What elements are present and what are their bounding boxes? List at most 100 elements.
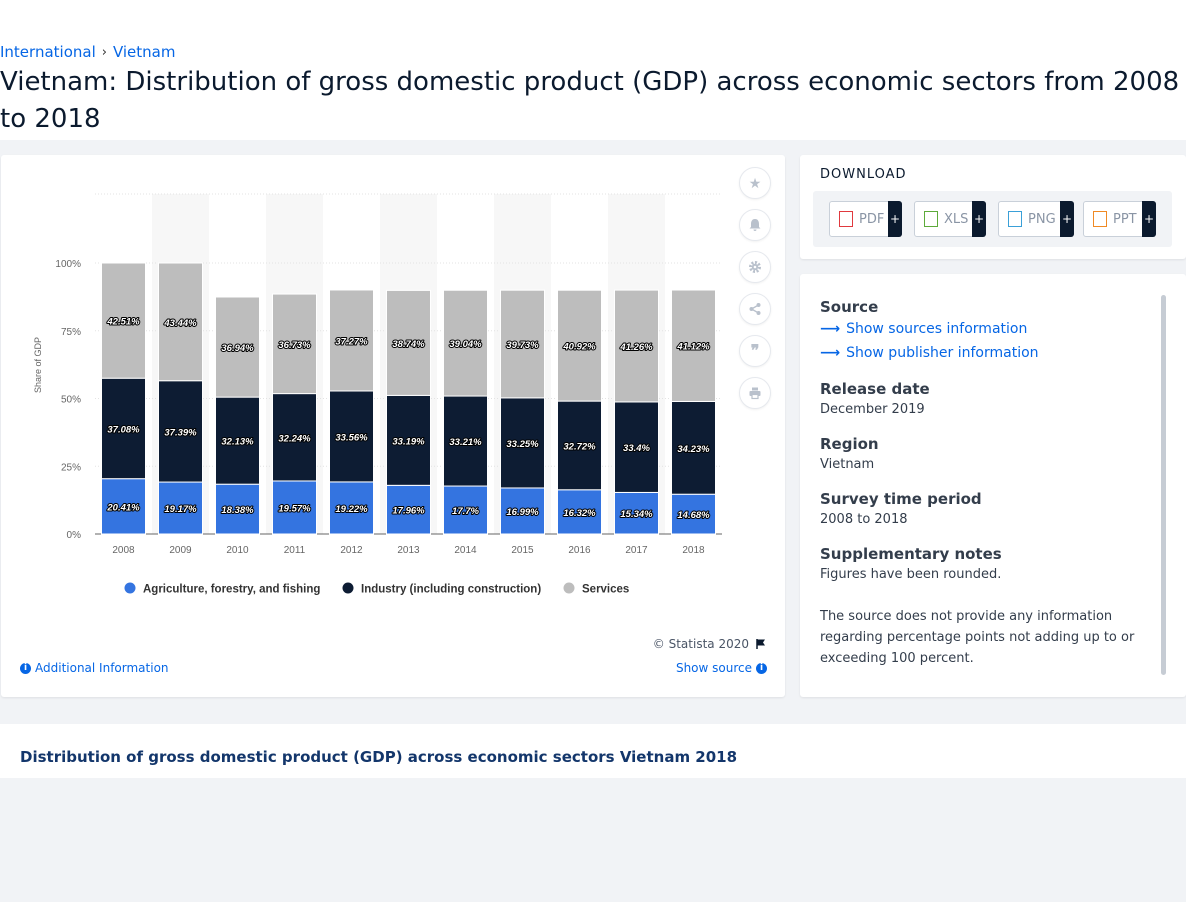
legend-label: Industry (including construction) <box>361 584 541 596</box>
breadcrumb-international[interactable]: International <box>0 43 96 61</box>
data-label: 37.08% <box>107 424 140 435</box>
bar-segment <box>557 289 602 402</box>
download-card: DOWNLOAD PDF + XLS + PNG + PPT + <box>800 155 1186 259</box>
page-header: International › Vietnam Vietnam: Distrib… <box>0 0 1186 140</box>
share-icon[interactable] <box>739 293 771 325</box>
plus-icon: + <box>1060 201 1074 237</box>
bar-segment <box>329 289 374 392</box>
metadata-card: Source ⟶ Show sources information ⟶ Show… <box>800 274 1186 697</box>
x-tick-label: 2009 <box>169 545 192 556</box>
download-title: DOWNLOAD <box>820 167 907 182</box>
x-tick-label: 2010 <box>226 545 249 556</box>
data-label: 38.74% <box>392 339 425 350</box>
data-label: 15.34% <box>620 509 653 520</box>
bar-segment <box>101 262 146 379</box>
show-sources-label: Show sources information <box>846 321 1028 337</box>
data-label: 42.51% <box>106 317 140 328</box>
x-tick-label: 2017 <box>625 545 648 556</box>
y-tick-label: 100% <box>55 259 81 270</box>
show-source-label: Show source <box>675 661 752 675</box>
download-ppt-label: PPT <box>1113 211 1137 227</box>
chart-card: 0% 25% 50% 75% 100% Share of GDP 20.41% 37.08% 4… <box>1 155 785 697</box>
favorite-star-icon[interactable]: ★ <box>739 167 771 199</box>
bar-segment <box>443 289 488 397</box>
data-label: 41.12% <box>676 342 710 353</box>
bar-segment <box>671 400 716 495</box>
data-label: 39.04% <box>449 339 482 350</box>
data-label: 36.94% <box>221 343 254 354</box>
show-publisher-link[interactable]: ⟶ Show publisher information <box>820 345 1039 361</box>
data-label: 39.73% <box>506 340 539 351</box>
download-pdf-label: PDF <box>859 211 885 227</box>
bar-segment <box>386 394 431 486</box>
bar-segment <box>329 390 374 483</box>
bar-segment <box>386 289 431 396</box>
data-label: 14.68% <box>677 510 710 521</box>
data-label: 40.92% <box>562 342 596 353</box>
source-heading: Source <box>820 298 879 316</box>
arrow-right-icon: ⟶ <box>820 345 841 361</box>
x-tick-label: 2012 <box>340 545 363 556</box>
download-png-button[interactable]: PNG + <box>998 201 1074 237</box>
bar-segment <box>272 480 317 535</box>
print-icon[interactable] <box>739 377 771 409</box>
x-tick-label: 2016 <box>568 545 591 556</box>
breadcrumb: International › Vietnam <box>0 43 175 61</box>
bar-segment <box>386 484 431 535</box>
ppt-file-icon <box>1093 211 1107 227</box>
bar-segment <box>671 289 716 402</box>
bar-segment <box>500 397 545 489</box>
data-label: 19.17% <box>164 504 197 515</box>
y-tick-label: 25% <box>61 462 81 473</box>
data-label: 36.73% <box>278 340 311 351</box>
settings-gear-icon[interactable] <box>739 251 771 283</box>
bar-segment <box>671 493 716 535</box>
data-label: 32.72% <box>563 441 596 452</box>
y-axis-title: Share of GDP <box>33 337 43 393</box>
release-date-heading: Release date <box>820 380 930 398</box>
data-label: 18.38% <box>221 505 254 516</box>
notification-bell-icon[interactable] <box>739 209 771 241</box>
x-tick-label: 2018 <box>682 545 705 556</box>
survey-period-heading: Survey time period <box>820 490 982 508</box>
chevron-right-icon: › <box>101 44 107 60</box>
info-icon: i <box>20 662 31 674</box>
data-label: 17.7% <box>452 506 479 517</box>
bar-segment <box>215 483 260 535</box>
bar-segment <box>443 485 488 535</box>
show-source-link[interactable]: Show source i <box>676 661 767 675</box>
plus-icon: + <box>1142 201 1156 237</box>
bar-segment <box>614 289 659 403</box>
bar-segment <box>215 396 260 485</box>
related-statistic-card: Distribution of gross domestic product (… <box>0 724 1186 778</box>
metadata-scrollbar[interactable] <box>1161 295 1166 675</box>
info-icon: i <box>756 662 767 674</box>
y-tick-label: 50% <box>61 395 81 406</box>
data-label: 32.13% <box>221 437 254 448</box>
download-png-label: PNG <box>1028 211 1056 227</box>
y-tick-label: 0% <box>67 530 82 541</box>
quote-icon[interactable]: ❞ <box>739 335 771 367</box>
show-sources-link[interactable]: ⟶ Show sources information <box>820 321 1027 337</box>
data-label: 19.22% <box>335 504 368 515</box>
bar-segment <box>500 487 545 535</box>
bar-segment <box>557 400 602 491</box>
related-statistic-title[interactable]: Distribution of gross domestic product (… <box>20 748 738 766</box>
legend-label: Services <box>582 584 629 596</box>
flag-icon[interactable] <box>755 638 767 650</box>
additional-information-label: Additional Information <box>35 661 169 675</box>
download-bar: PDF + XLS + PNG + PPT + <box>813 191 1172 247</box>
data-label: 33.21% <box>449 437 482 448</box>
plus-icon: + <box>888 201 902 237</box>
data-label: 33.4% <box>623 443 650 454</box>
breadcrumb-vietnam[interactable]: Vietnam <box>112 43 176 61</box>
x-tick-label: 2014 <box>454 545 477 556</box>
download-pdf-button[interactable]: PDF + <box>829 201 902 237</box>
download-ppt-button[interactable]: PPT + <box>1083 201 1156 237</box>
bar-segment <box>329 481 374 535</box>
additional-information-link[interactable]: i Additional Information <box>20 661 169 675</box>
download-xls-button[interactable]: XLS + <box>914 201 986 237</box>
data-label: 37.39% <box>164 427 197 438</box>
chart-toolbar: ★ ❞ <box>739 167 773 419</box>
plus-icon: + <box>972 201 986 237</box>
